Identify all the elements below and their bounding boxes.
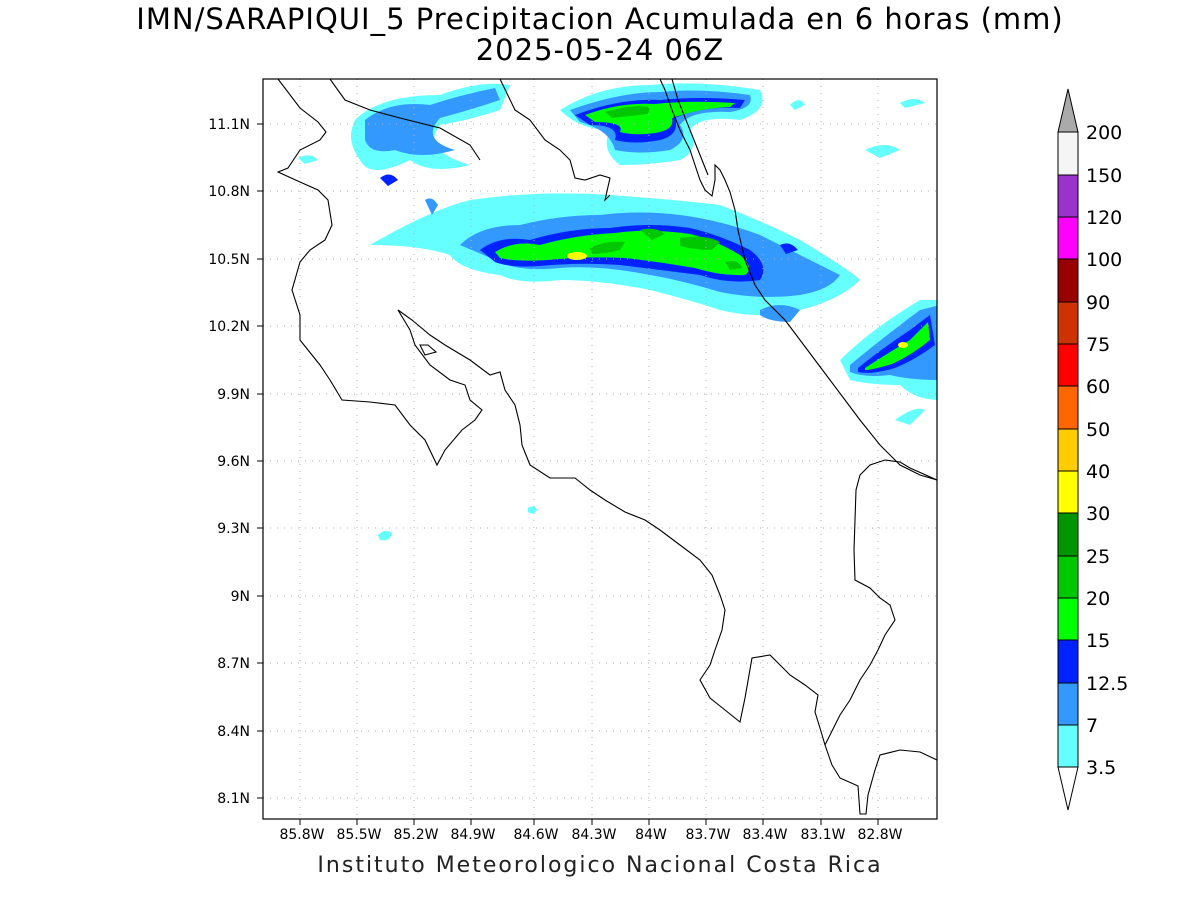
lat-label: 9.6N	[217, 454, 250, 470]
colorbar-swatch	[1057, 174, 1079, 218]
lon-label: 85.5W	[336, 827, 381, 843]
footer-credit: Instituto Meteorologico Nacional Costa R…	[317, 853, 883, 878]
colorbar-label: 120	[1086, 207, 1122, 229]
colorbar-label: 3.5	[1086, 757, 1116, 779]
map-frame	[262, 78, 938, 820]
lon-label: 83.1W	[800, 827, 845, 843]
colorbar-swatch	[1057, 216, 1079, 260]
precipitation-field	[298, 83, 937, 541]
color-legend: 3.5 7 12.5 15 20 25 30 40 50 60 75 90 10…	[1057, 88, 1128, 811]
lon-label: 84.6W	[513, 827, 558, 843]
colorbar-swatch	[1057, 597, 1079, 641]
colorbar-label: 50	[1086, 419, 1110, 441]
lat-label: 8.7N	[217, 656, 250, 672]
lat-label: 8.1N	[217, 791, 250, 807]
colorbar-label: 40	[1086, 461, 1110, 483]
colorbar-label: 7	[1086, 715, 1098, 737]
colorbar-labels: 3.5 7 12.5 15 20 25 30 40 50 60 75 90 10…	[1086, 122, 1128, 779]
colorbar-swatch	[1057, 470, 1079, 514]
lon-label: 82.8W	[857, 827, 902, 843]
lon-label: 83.7W	[685, 827, 730, 843]
lon-label: 84W	[635, 827, 667, 843]
colorbar-label: 30	[1086, 503, 1110, 525]
colorbar-label: 12.5	[1086, 673, 1128, 695]
lat-labels: 11.1N 10.8N 10.5N 10.2N 9.9N 9.6N 9.3N 9…	[208, 117, 250, 807]
graticule	[263, 79, 937, 819]
lon-label: 85.2W	[393, 827, 438, 843]
colorbar-label: 100	[1086, 249, 1122, 271]
lat-label: 11.1N	[208, 117, 250, 133]
colorbar-label: 20	[1086, 588, 1110, 610]
lon-label: 84.9W	[450, 827, 495, 843]
colorbar-label: 200	[1086, 122, 1122, 144]
colorbar-label: 25	[1086, 546, 1110, 568]
lat-label: 9.9N	[217, 387, 250, 403]
colorbar-swatch	[1057, 385, 1079, 430]
colorbar-swatch	[1057, 258, 1079, 303]
colorbar-label: 15	[1086, 630, 1110, 652]
colorbar-bottom-arrow	[1057, 766, 1079, 811]
colorbar-label: 150	[1086, 165, 1122, 187]
colorbar-swatch	[1057, 131, 1079, 176]
lon-labels: 85.8W 85.5W 85.2W 84.9W 84.6W 84.3W 84W …	[279, 827, 902, 843]
lat-label: 9.3N	[217, 521, 250, 537]
map-date: 2025-05-24 06Z	[475, 33, 725, 67]
lon-label: 84.3W	[571, 827, 616, 843]
colorbar-swatch	[1057, 428, 1079, 472]
lat-label: 9N	[231, 589, 250, 605]
colorbar-swatch	[1057, 343, 1079, 387]
lon-label: 85.8W	[279, 827, 324, 843]
lat-label: 10.8N	[208, 184, 250, 200]
colorbar-top-arrow	[1057, 88, 1079, 133]
axis-ticks	[257, 123, 879, 825]
lon-label: 83.4W	[742, 827, 787, 843]
colorbar-label: 60	[1086, 376, 1110, 398]
map-title: IMN/SARAPIQUI_5 Precipitacion Acumulada …	[136, 2, 1064, 36]
colorbar-swatches	[1057, 131, 1079, 768]
lat-label: 10.5N	[208, 252, 250, 268]
colorbar-swatch	[1057, 639, 1079, 684]
colorbar-swatch	[1057, 682, 1079, 726]
colorbar-label: 90	[1086, 292, 1110, 314]
lat-label: 10.2N	[208, 319, 250, 335]
colorbar-swatch	[1057, 724, 1079, 768]
colorbar-swatch	[1057, 512, 1079, 557]
colorbar-label: 75	[1086, 334, 1110, 356]
coastlines	[276, 79, 937, 815]
colorbar-swatch	[1057, 555, 1079, 599]
colorbar-swatch	[1057, 301, 1079, 345]
lat-label: 8.4N	[217, 724, 250, 740]
